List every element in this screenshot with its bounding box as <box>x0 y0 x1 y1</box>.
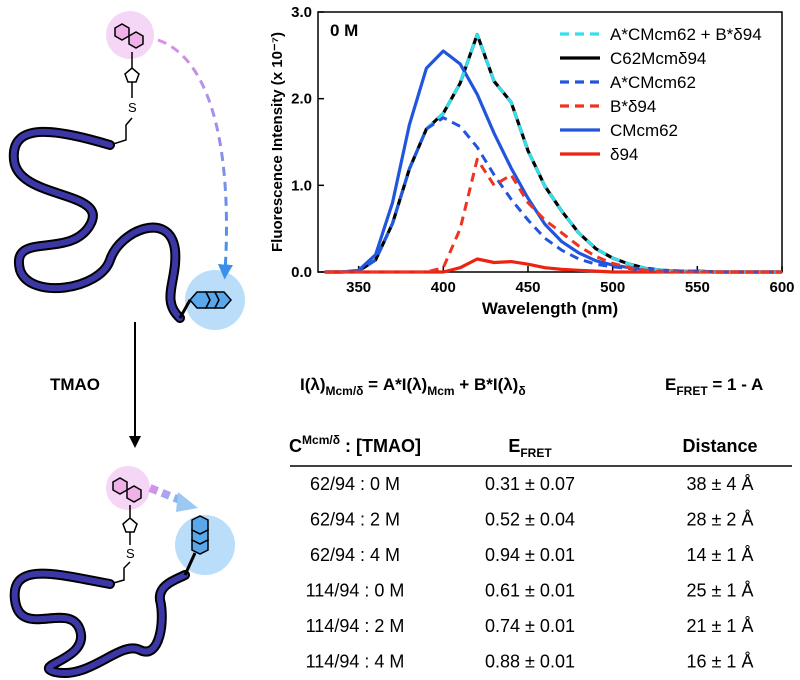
table-cell: 0.52 ± 0.04 <box>485 510 575 530</box>
y-tick-label: 3.0 <box>291 4 312 21</box>
table-header: Distance <box>682 436 757 456</box>
fret-arrow <box>148 484 182 504</box>
acceptor-link <box>178 299 192 319</box>
series-line <box>324 49 782 274</box>
x-axis-label: Wavelength (nm) <box>482 299 618 318</box>
y-tick-label: 2.0 <box>291 91 312 108</box>
table-cell: 62/94 : 0 M <box>310 474 400 494</box>
acceptor-anthracene <box>189 291 232 309</box>
table-cell: 0.74 ± 0.01 <box>485 616 575 636</box>
legend-label: δ94 <box>610 145 638 164</box>
table-cell: 16 ± 1 Å <box>687 652 754 672</box>
table-cell: 38 ± 4 Å <box>687 474 754 494</box>
legend-label: CMcm62 <box>610 121 678 140</box>
donor-naphthalene <box>114 23 144 49</box>
table-cell: 0.94 ± 0.01 <box>485 545 575 565</box>
acceptor-anthracene <box>191 515 209 555</box>
donor-naphthalene <box>112 477 142 503</box>
chain <box>10 128 183 321</box>
sulfur-atom: S <box>128 100 137 115</box>
table-header: EFRET <box>508 436 552 460</box>
x-tick-label: 400 <box>431 279 456 296</box>
table-body: 62/94 : 0 M 0.31 ± 0.07 38 ± 4 Å 62/94 : 2 … <box>306 474 754 672</box>
fret-arrowhead <box>176 492 198 512</box>
table-cell: 0.61 ± 0.01 <box>485 581 575 601</box>
series-line <box>324 157 782 274</box>
acceptor-link <box>183 552 197 576</box>
table-cell: 114/94 : 2 M <box>306 616 405 636</box>
molecule-compact: S <box>9 466 235 679</box>
table-cell: 28 ± 2 Å <box>687 510 754 530</box>
efret-equation: EFRET = 1 - A <box>665 375 763 398</box>
legend-label: A*CMcm62 + B*δ94 <box>610 25 762 44</box>
series-line <box>324 257 782 274</box>
arrow-label: TMAO <box>50 375 100 394</box>
table-cell: 25 ± 1 Å <box>687 581 754 601</box>
table-cell: 0.31 ± 0.07 <box>485 474 575 494</box>
fret-arrow <box>157 38 233 280</box>
legend-label: C62Mcmδ94 <box>610 49 706 68</box>
annotation: 0 M <box>330 21 358 40</box>
legend-label: B*δ94 <box>610 97 656 116</box>
linker <box>109 52 140 146</box>
chart: 350 400 450 500 550 600 0.0 1.0 2.0 3.0 Wavelength… <box>269 4 795 318</box>
table-cell: 0.88 ± 0.01 <box>485 652 575 672</box>
x-tick-label: 450 <box>515 279 540 296</box>
x-tick-label: 550 <box>685 279 710 296</box>
table-cell: 62/94 : 2 M <box>310 510 400 530</box>
table-cell: 114/94 : 0 M <box>306 581 405 601</box>
table-header: CMcm/δ : [TMAO] <box>289 433 421 456</box>
plot-frame <box>317 11 783 273</box>
y-axis-label: Fluorescence Intensity (x 10⁻⁷) <box>269 32 286 252</box>
table-cell: 21 ± 1 Å <box>687 616 754 636</box>
chain <box>11 570 188 677</box>
table-cell: 62/94 : 4 M <box>310 545 400 565</box>
y-tick-label: 1.0 <box>291 177 312 194</box>
series-line <box>324 33 782 274</box>
sulfur-atom: S <box>126 546 135 561</box>
molecule-extended: S <box>8 11 245 330</box>
linker <box>109 505 138 585</box>
y-tick-label: 0.0 <box>291 264 312 281</box>
series-line <box>324 32 782 274</box>
x-tick-label: 350 <box>346 279 371 296</box>
table-cell: 114/94 : 4 M <box>306 652 405 672</box>
table-cell: 14 ± 1 Å <box>687 545 754 565</box>
model-equation: I(λ)Mcm/δ = A*I(λ)Mcm + B*I(λ)δ <box>300 375 526 398</box>
x-tick-label: 600 <box>769 279 794 296</box>
legend-label: A*CMcm62 <box>610 73 696 92</box>
x-tick-label: 500 <box>600 279 625 296</box>
